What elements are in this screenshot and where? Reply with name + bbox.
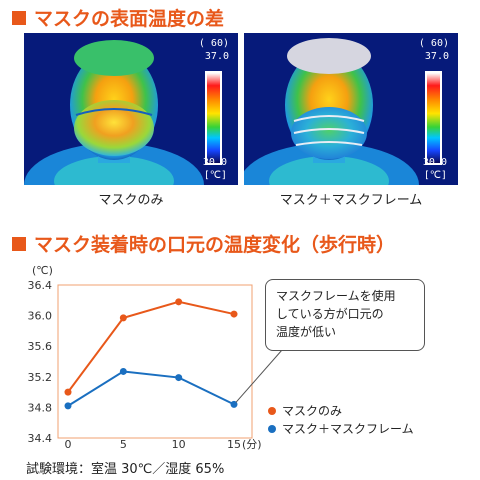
thermal-image-mask-only: ( 60) 37.0 30.0 [℃] <box>24 33 238 185</box>
title-square-icon <box>12 10 26 25</box>
x-tick-label: 0 <box>65 438 72 451</box>
legend-marker <box>268 424 276 433</box>
scale-min: 30.0 <box>202 157 227 168</box>
x-tick-label: 5 <box>120 438 127 451</box>
scale-label: ( 60) <box>418 38 449 49</box>
scale-max: 37.0 <box>424 51 449 62</box>
line-chart: (℃) 34.4 34.8 35.2 35.6 36.0 36.4 0 5 10 15 (分) <box>28 264 283 451</box>
scale-unit: [℃] <box>423 170 447 181</box>
legend-item-mask-frame: マスク＋マスクフレーム <box>268 420 414 437</box>
data-point <box>119 314 127 322</box>
legend-label: マスクのみ <box>282 404 343 418</box>
scale-max: 37.0 <box>204 51 229 62</box>
series-line-mask-frame <box>67 370 235 407</box>
y-unit-label: (℃) <box>32 264 53 277</box>
thermal-image-mask-frame: ( 60) 37.0 30.0 [℃] <box>244 33 458 185</box>
y-tick-label: 36.0 <box>28 310 53 323</box>
data-point <box>119 367 127 375</box>
thermal-face-graphic <box>24 40 204 185</box>
data-point <box>230 310 238 318</box>
thermal-face-graphic <box>244 38 419 185</box>
callout-line: している方が口元の <box>276 307 384 321</box>
temperature-colorbar <box>205 71 222 165</box>
y-tick-label: 35.2 <box>28 371 53 384</box>
thermal-scale-top: ( 60) 37.0 <box>199 37 229 63</box>
callout-line: 温度が低い <box>276 325 337 339</box>
data-point <box>175 298 183 306</box>
section-title-mouth-temp: マスク装着時の口元の温度変化（歩行時） <box>12 230 395 257</box>
section-title-text: マスク装着時の口元の温度変化（歩行時） <box>34 234 396 256</box>
thermal-scale-top: ( 60) 37.0 <box>419 37 449 63</box>
data-point <box>230 400 238 408</box>
scale-min: 30.0 <box>422 157 447 168</box>
y-tick-label: 34.8 <box>28 401 53 414</box>
y-tick-label: 36.4 <box>28 279 53 292</box>
x-unit-label: (分) <box>242 438 262 451</box>
legend-label: マスク＋マスクフレーム <box>282 422 414 436</box>
section-title-text: マスクの表面温度の差 <box>34 8 225 30</box>
thermal-scale-bottom: 30.0 [℃] <box>203 156 227 182</box>
scale-label: ( 60) <box>198 38 229 49</box>
plot-frame <box>57 284 253 439</box>
callout-box: マスクフレームを使用 している方が口元の 温度が低い <box>265 279 425 351</box>
test-environment-note: 試験環境：室温 30℃／湿度 65% <box>26 462 225 477</box>
section-title-surface-temp: マスクの表面温度の差 <box>12 4 224 31</box>
legend-item-mask-only: マスクのみ <box>268 402 342 419</box>
callout-line: マスクフレームを使用 <box>276 289 396 303</box>
callout-pointer <box>235 349 283 403</box>
caption-mask-frame: マスク＋マスクフレーム <box>279 193 423 208</box>
x-tick-label: 10 <box>172 438 186 451</box>
legend-marker <box>268 406 276 415</box>
y-tick-label: 34.4 <box>28 432 53 445</box>
temperature-colorbar <box>425 71 442 165</box>
title-square-icon <box>12 236 26 251</box>
caption-mask-only: マスクのみ <box>98 193 164 208</box>
data-point <box>175 374 183 382</box>
y-tick-label: 35.6 <box>28 340 53 353</box>
data-point <box>64 388 72 396</box>
scale-unit: [℃] <box>203 170 227 181</box>
data-point <box>64 402 72 410</box>
thermal-scale-bottom: 30.0 [℃] <box>423 156 447 182</box>
series-line-mask-only <box>67 300 235 393</box>
x-tick-label: 15 <box>227 438 241 451</box>
